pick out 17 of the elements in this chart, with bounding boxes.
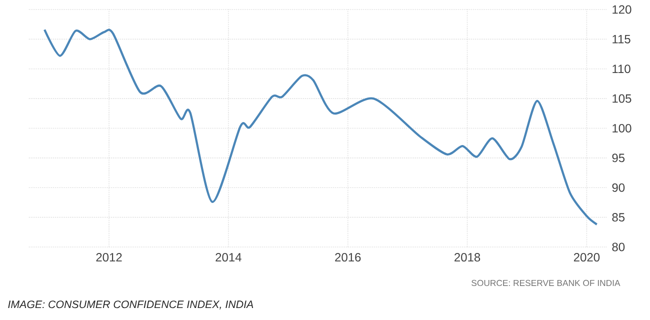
y-tick-label: 90	[612, 183, 625, 192]
source-note: SOURCE: RESERVE BANK OF INDIA	[472, 280, 620, 286]
y-tick-label: 95	[612, 154, 625, 162]
y-tick-label: 100	[612, 124, 632, 132]
y-tick-label: 85	[612, 213, 625, 222]
y-tick-label: 105	[612, 94, 632, 103]
line-series	[43, 28, 598, 226]
y-tick-label: 80	[612, 242, 625, 252]
x-tick-label: 2020	[574, 253, 600, 262]
x-tick-label: 2014	[216, 253, 242, 262]
y-tick-label: 110	[612, 64, 630, 74]
x-tick-label: 2016	[335, 253, 361, 262]
x-tick-label: 2012	[96, 253, 122, 262]
y-tick-label: 120	[612, 5, 632, 14]
text: IMAGE: CONSUMER CONFIDENCE INDEX, INDIA	[8, 300, 254, 310]
y-tick-label: 115	[612, 34, 630, 44]
x-tick-label: 2018	[454, 253, 480, 262]
